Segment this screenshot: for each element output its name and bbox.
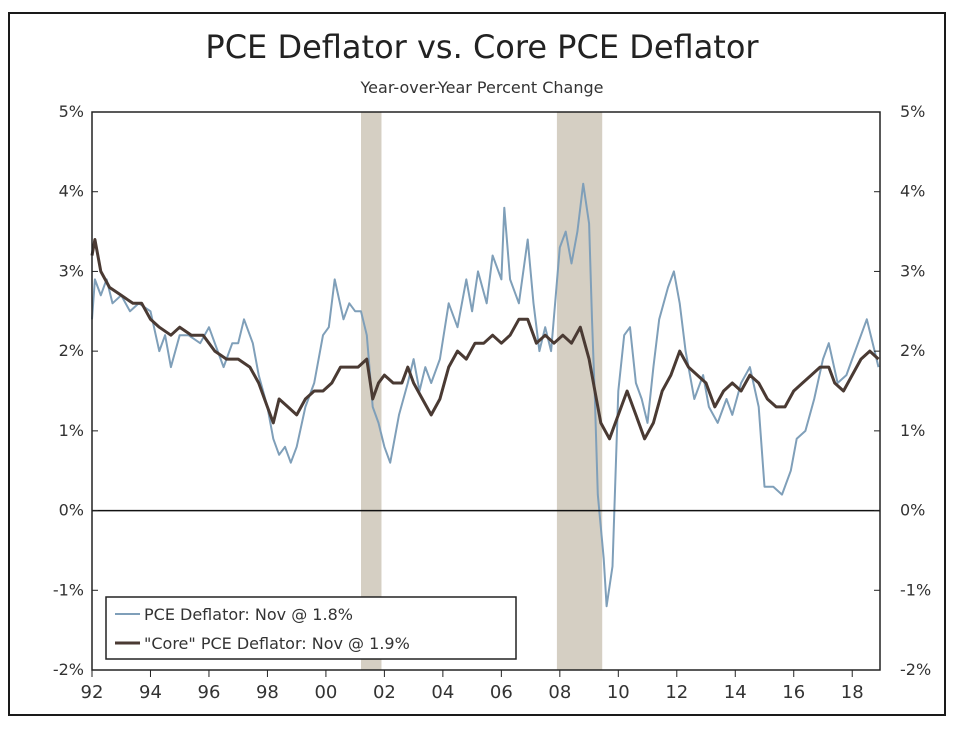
legend-label-core: "Core" PCE Deflator: Nov @ 1.9%: [144, 634, 410, 653]
x-tick-label: 18: [841, 682, 864, 703]
x-tick-label: 04: [431, 682, 454, 703]
x-tick-label: 08: [548, 682, 571, 703]
y-tick-label-right: 4%: [900, 182, 925, 201]
series-line-core: [90, 238, 880, 441]
x-tick-label: 02: [373, 682, 396, 703]
x-tick-label: 00: [314, 682, 337, 703]
recession-bands: [361, 112, 603, 670]
series-lines: [90, 182, 880, 608]
y-tick-label-right: 2%: [900, 341, 925, 360]
legend-label-pce: PCE Deflator: Nov @ 1.8%: [144, 605, 353, 624]
x-tick-label: 96: [198, 682, 221, 703]
y-tick-label-left: 2%: [59, 341, 84, 360]
y-tick-label-left: 4%: [59, 182, 84, 201]
y-tick-label-left: 0%: [59, 501, 84, 520]
x-tick-label: 12: [665, 682, 688, 703]
plot-border: [91, 111, 881, 671]
x-tick-label: 14: [724, 682, 747, 703]
x-tick-label: 92: [81, 682, 104, 703]
y-tick-label-right: 1%: [900, 421, 925, 440]
x-tick-label: 06: [490, 682, 513, 703]
y-tick-label-right: -1%: [900, 580, 931, 599]
y-tick-label-right: 3%: [900, 261, 925, 280]
y-tick-label-right: 5%: [900, 102, 925, 121]
y-tick-label-left: -1%: [53, 580, 84, 599]
y-tick-label-left: 1%: [59, 421, 84, 440]
y-tick-label-right: 0%: [900, 501, 925, 520]
y-tick-label-right: -2%: [900, 660, 931, 679]
y-tick-label-left: 3%: [59, 261, 84, 280]
x-tick-label: 10: [607, 682, 630, 703]
y-tick-label-left: 5%: [59, 102, 84, 121]
axes: 5% 5% 4% 4% 3% 3% 2% 2% 1% 1% 0% 0% -1% -1% -2% -2% 92 94…: [53, 102, 931, 703]
x-tick-label: 16: [782, 682, 805, 703]
legend: PCE Deflator: Nov @ 1.8% "Core" PCE Defl…: [105, 596, 517, 660]
x-tick-label: 94: [139, 682, 162, 703]
chart-subtitle: Year-over-Year Percent Change: [360, 78, 604, 97]
y-tick-label-left: -2%: [53, 660, 84, 679]
chart-title: PCE Deflator vs. Core PCE Deflator: [205, 28, 759, 66]
x-tick-label: 98: [256, 682, 279, 703]
legend-box: [105, 596, 517, 660]
series-line-pce: [91, 182, 880, 608]
